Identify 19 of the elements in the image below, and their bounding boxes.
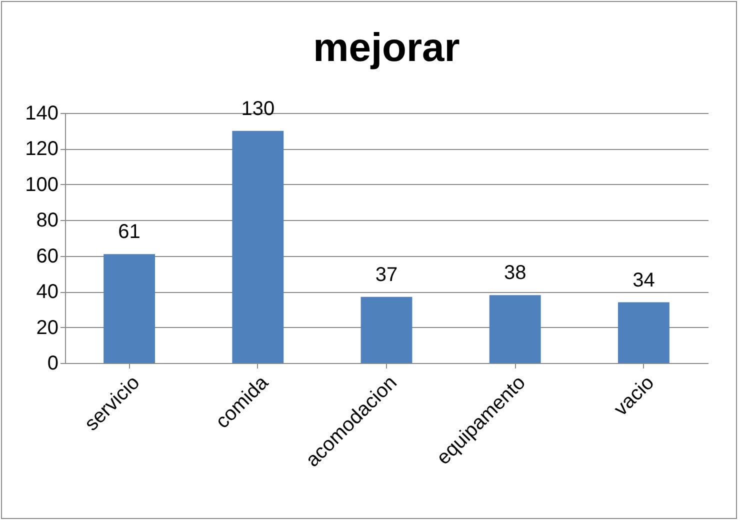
bar	[489, 295, 541, 363]
data-label: 34	[632, 269, 655, 292]
data-label: 61	[118, 221, 140, 244]
y-tick-label: 120	[25, 138, 58, 160]
data-label: 130	[241, 98, 275, 120]
y-tick-label: 100	[25, 174, 58, 196]
data-label: 38	[504, 262, 526, 284]
bar	[232, 130, 284, 363]
y-tick-label: 140	[25, 102, 58, 124]
y-tick-label: 20	[36, 316, 58, 339]
bar	[618, 302, 670, 363]
y-tick-label: 40	[36, 281, 58, 304]
chart-title: mejorar	[313, 26, 460, 70]
bar	[104, 254, 156, 363]
data-label: 37	[375, 264, 398, 286]
y-tick-label: 0	[47, 352, 58, 374]
y-tick-label: 60	[36, 245, 58, 268]
y-tick-label: 80	[36, 210, 58, 232]
bar	[360, 296, 412, 363]
